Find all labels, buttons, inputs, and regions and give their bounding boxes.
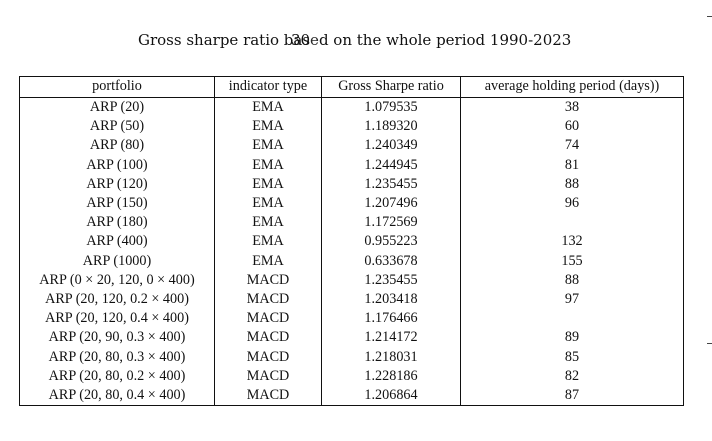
table-row: ARP (20, 90, 0.3 × 400) MACD 1.214172 89: [19, 328, 684, 348]
cell-gross-sharpe-ratio: 1.176466: [321, 309, 461, 329]
cell-indicator-type: EMA: [214, 174, 322, 195]
cell-indicator-type: MACD: [214, 347, 322, 367]
cell-average-holding-period: 97: [460, 290, 684, 310]
cell-gross-sharpe-ratio: 1.206864: [321, 386, 461, 407]
header-average-holding-period: average holding period (days)): [460, 76, 684, 98]
cell-portfolio: ARP (400): [19, 232, 215, 252]
cell-portfolio: ARP (50): [19, 117, 215, 137]
cell-average-holding-period: 60: [460, 117, 684, 137]
table-row: ARP (20, 80, 0.2 × 400) MACD 1.228186 82: [19, 366, 684, 387]
cell-indicator-type: EMA: [214, 232, 322, 252]
cell-gross-sharpe-ratio: 1.203418: [321, 290, 461, 310]
cell-portfolio: ARP (180): [19, 213, 215, 233]
cell-average-holding-period: 155: [460, 251, 684, 271]
cell-gross-sharpe-ratio: 0.955223: [321, 232, 461, 252]
cell-portfolio: ARP (20, 120, 0.4 × 400): [19, 309, 215, 329]
cell-gross-sharpe-ratio: 1.244945: [321, 155, 461, 175]
cell-average-holding-period: [460, 213, 684, 233]
table-row: ARP (80) EMA 1.240349 74: [19, 136, 684, 156]
table-row: ARP (150) EMA 1.207496 96: [19, 194, 684, 214]
table-row: ARP (120) EMA 1.235455 88: [19, 174, 684, 195]
cell-gross-sharpe-ratio: 1.218031: [321, 347, 461, 367]
cell-average-holding-period: 88: [460, 174, 684, 195]
cell-indicator-type: EMA: [214, 97, 322, 118]
cell-average-holding-period: 74: [460, 136, 684, 156]
table-header-row: portfolio indicator type Gross Sharpe ra…: [19, 76, 684, 98]
cell-indicator-type: EMA: [214, 251, 322, 271]
cell-average-holding-period: 38: [460, 97, 684, 118]
table-row: ARP (1000) EMA 0.633678 155: [19, 251, 684, 271]
cell-gross-sharpe-ratio: 1.189320: [321, 117, 461, 137]
cell-gross-sharpe-ratio: 1.172569: [321, 213, 461, 233]
cell-indicator-type: MACD: [214, 366, 322, 387]
table-row: ARP (0 × 20, 120, 0 × 400) MACD 1.235455 88: [19, 270, 684, 291]
cell-portfolio: ARP (20, 80, 0.4 × 400): [19, 386, 215, 407]
cell-average-holding-period: 96: [460, 194, 684, 214]
cell-portfolio: ARP (20): [19, 97, 215, 118]
page-edge-mark: [707, 343, 712, 344]
cell-average-holding-period: 81: [460, 155, 684, 175]
page-edge-mark: [707, 16, 712, 17]
cell-portfolio: ARP (150): [19, 194, 215, 214]
cell-gross-sharpe-ratio: 1.207496: [321, 194, 461, 214]
table-body: ARP (20) EMA 1.079535 38 ARP (50) EMA 1.189320…: [19, 97, 684, 407]
cell-indicator-type: MACD: [214, 290, 322, 310]
table-row: ARP (50) EMA 1.189320 60: [19, 117, 684, 137]
cell-indicator-type: MACD: [214, 328, 322, 348]
table-row: ARP (20, 80, 0.3 × 400) MACD 1.218031 85: [19, 347, 684, 367]
cell-portfolio: ARP (1000): [19, 251, 215, 271]
cell-gross-sharpe-ratio: 1.228186: [321, 366, 461, 387]
table-row: ARP (20, 120, 0.2 × 400) MACD 1.203418 97: [19, 290, 684, 310]
cell-gross-sharpe-ratio: 1.240349: [321, 136, 461, 156]
cell-gross-sharpe-ratio: 1.079535: [321, 97, 461, 118]
cell-portfolio: ARP (0 × 20, 120, 0 × 400): [19, 270, 215, 291]
header-portfolio: portfolio: [19, 76, 215, 98]
cell-average-holding-period: 85: [460, 347, 684, 367]
table-row: ARP (400) EMA 0.955223 132: [19, 232, 684, 252]
table-caption: Gross sharpe ratio based on the whole pe…: [138, 31, 571, 49]
cell-portfolio: ARP (20, 80, 0.2 × 400): [19, 366, 215, 387]
cell-indicator-type: MACD: [214, 386, 322, 407]
cell-average-holding-period: 132: [460, 232, 684, 252]
caption-text-end: d on the whole period 1990-2023: [318, 31, 572, 49]
caption-overlap-letter: e: [310, 31, 319, 49]
page-number: 30: [291, 31, 311, 49]
cell-gross-sharpe-ratio: 1.235455: [321, 174, 461, 195]
cell-average-holding-period: [460, 309, 684, 329]
cell-gross-sharpe-ratio: 0.633678: [321, 251, 461, 271]
cell-indicator-type: EMA: [214, 194, 322, 214]
table-row: ARP (20) EMA 1.079535 38: [19, 97, 684, 118]
caption-text-start: Gross sharpe ratio bas: [138, 31, 311, 49]
cell-gross-sharpe-ratio: 1.235455: [321, 270, 461, 291]
cell-indicator-type: EMA: [214, 213, 322, 233]
cell-portfolio: ARP (80): [19, 136, 215, 156]
cell-portfolio: ARP (120): [19, 174, 215, 195]
cell-indicator-type: MACD: [214, 309, 322, 329]
cell-portfolio: ARP (100): [19, 155, 215, 175]
cell-average-holding-period: 87: [460, 386, 684, 407]
table-row: ARP (20, 80, 0.4 × 400) MACD 1.206864 87: [19, 386, 684, 407]
header-gross-sharpe-ratio: Gross Sharpe ratio: [321, 76, 461, 98]
table-row: ARP (20, 120, 0.4 × 400) MACD 1.176466: [19, 309, 684, 329]
cell-indicator-type: MACD: [214, 270, 322, 291]
results-table: portfolio indicator type Gross Sharpe ra…: [19, 76, 684, 407]
cell-gross-sharpe-ratio: 1.214172: [321, 328, 461, 348]
cell-average-holding-period: 89: [460, 328, 684, 348]
cell-indicator-type: EMA: [214, 155, 322, 175]
header-indicator-type: indicator type: [214, 76, 322, 98]
cell-average-holding-period: 88: [460, 270, 684, 291]
cell-portfolio: ARP (20, 80, 0.3 × 400): [19, 347, 215, 367]
cell-portfolio: ARP (20, 90, 0.3 × 400): [19, 328, 215, 348]
cell-indicator-type: EMA: [214, 117, 322, 137]
table-row: ARP (180) EMA 1.172569: [19, 213, 684, 233]
cell-indicator-type: EMA: [214, 136, 322, 156]
cell-average-holding-period: 82: [460, 366, 684, 387]
table-row: ARP (100) EMA 1.244945 81: [19, 155, 684, 175]
cell-portfolio: ARP (20, 120, 0.2 × 400): [19, 290, 215, 310]
